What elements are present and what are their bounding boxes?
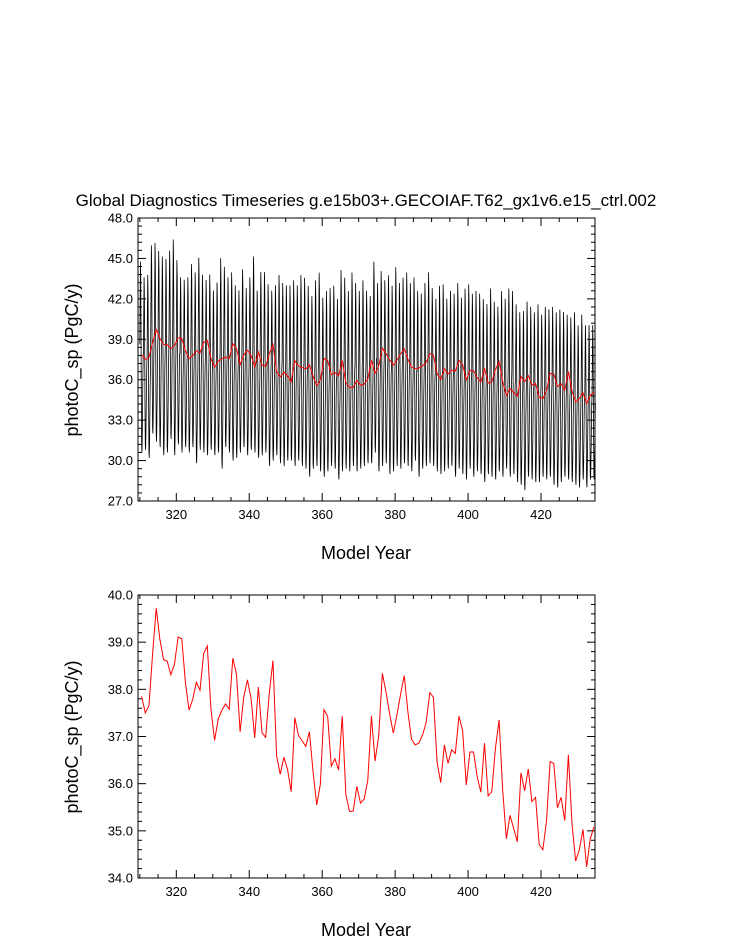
x-axis-ticks-top: 320 340 360 380 400 420 <box>139 218 578 522</box>
x-tick-label: 320 <box>165 884 187 899</box>
y-tick-label: 33.0 <box>108 413 133 428</box>
y-axis-ticks-bottom: 34.0 35.0 36.0 37.0 38.0 39.0 40.0 <box>108 588 595 886</box>
plot-frame-top <box>137 217 596 502</box>
series-group-bottom <box>141 608 595 867</box>
y-tick-label: 45.0 <box>108 251 133 266</box>
x-tick-label: 420 <box>530 884 552 899</box>
series-line-monthly <box>139 239 596 491</box>
y-tick-label: 27.0 <box>108 494 133 509</box>
y-tick-label: 38.0 <box>108 682 133 697</box>
x-tick-label: 400 <box>457 507 479 522</box>
timeseries-panel-bottom: 34.0 35.0 36.0 37.0 38.0 39.0 40.0 320 340 360 38… <box>62 588 596 940</box>
y-axis-label-bottom: photoC_sp (PgC/y) <box>62 660 83 813</box>
x-tick-label: 380 <box>384 884 406 899</box>
y-tick-label: 36.0 <box>108 776 133 791</box>
x-axis-label-top: Model Year <box>321 543 411 563</box>
y-axis-label-top: photoC_sp (PgC/y) <box>62 283 83 436</box>
y-tick-label: 42.0 <box>108 291 133 306</box>
x-tick-label: 340 <box>238 884 260 899</box>
x-tick-label: 420 <box>530 507 552 522</box>
timeseries-panel-top: 27.030.033.036.039.042.045.048.0 320 340 3… <box>62 211 596 563</box>
y-tick-label: 36.0 <box>108 372 133 387</box>
y-tick-label: 39.0 <box>108 635 133 650</box>
plot-frame-bottom <box>137 594 596 879</box>
series-group-top <box>139 239 596 491</box>
x-tick-label: 360 <box>311 884 333 899</box>
x-axis-label-bottom: Model Year <box>321 920 411 940</box>
x-tick-label: 380 <box>384 507 406 522</box>
x-axis-ticks-bottom: 320 340 360 380 400 420 <box>139 595 578 899</box>
x-tick-label: 360 <box>311 507 333 522</box>
y-tick-label: 30.0 <box>108 453 133 468</box>
series-line-annual-mean <box>141 608 595 867</box>
y-tick-label: 34.0 <box>108 871 133 886</box>
y-tick-label: 37.0 <box>108 729 133 744</box>
series-line-annual-mean <box>141 328 595 405</box>
x-tick-label: 340 <box>238 507 260 522</box>
x-tick-label: 320 <box>165 507 187 522</box>
x-tick-label: 400 <box>457 884 479 899</box>
chart-title: Global Diagnostics Timeseries g.e15b03+.… <box>76 191 657 210</box>
y-tick-label: 48.0 <box>108 211 133 226</box>
y-tick-label: 40.0 <box>108 588 133 603</box>
y-tick-label: 39.0 <box>108 332 133 347</box>
y-tick-label: 35.0 <box>108 823 133 838</box>
